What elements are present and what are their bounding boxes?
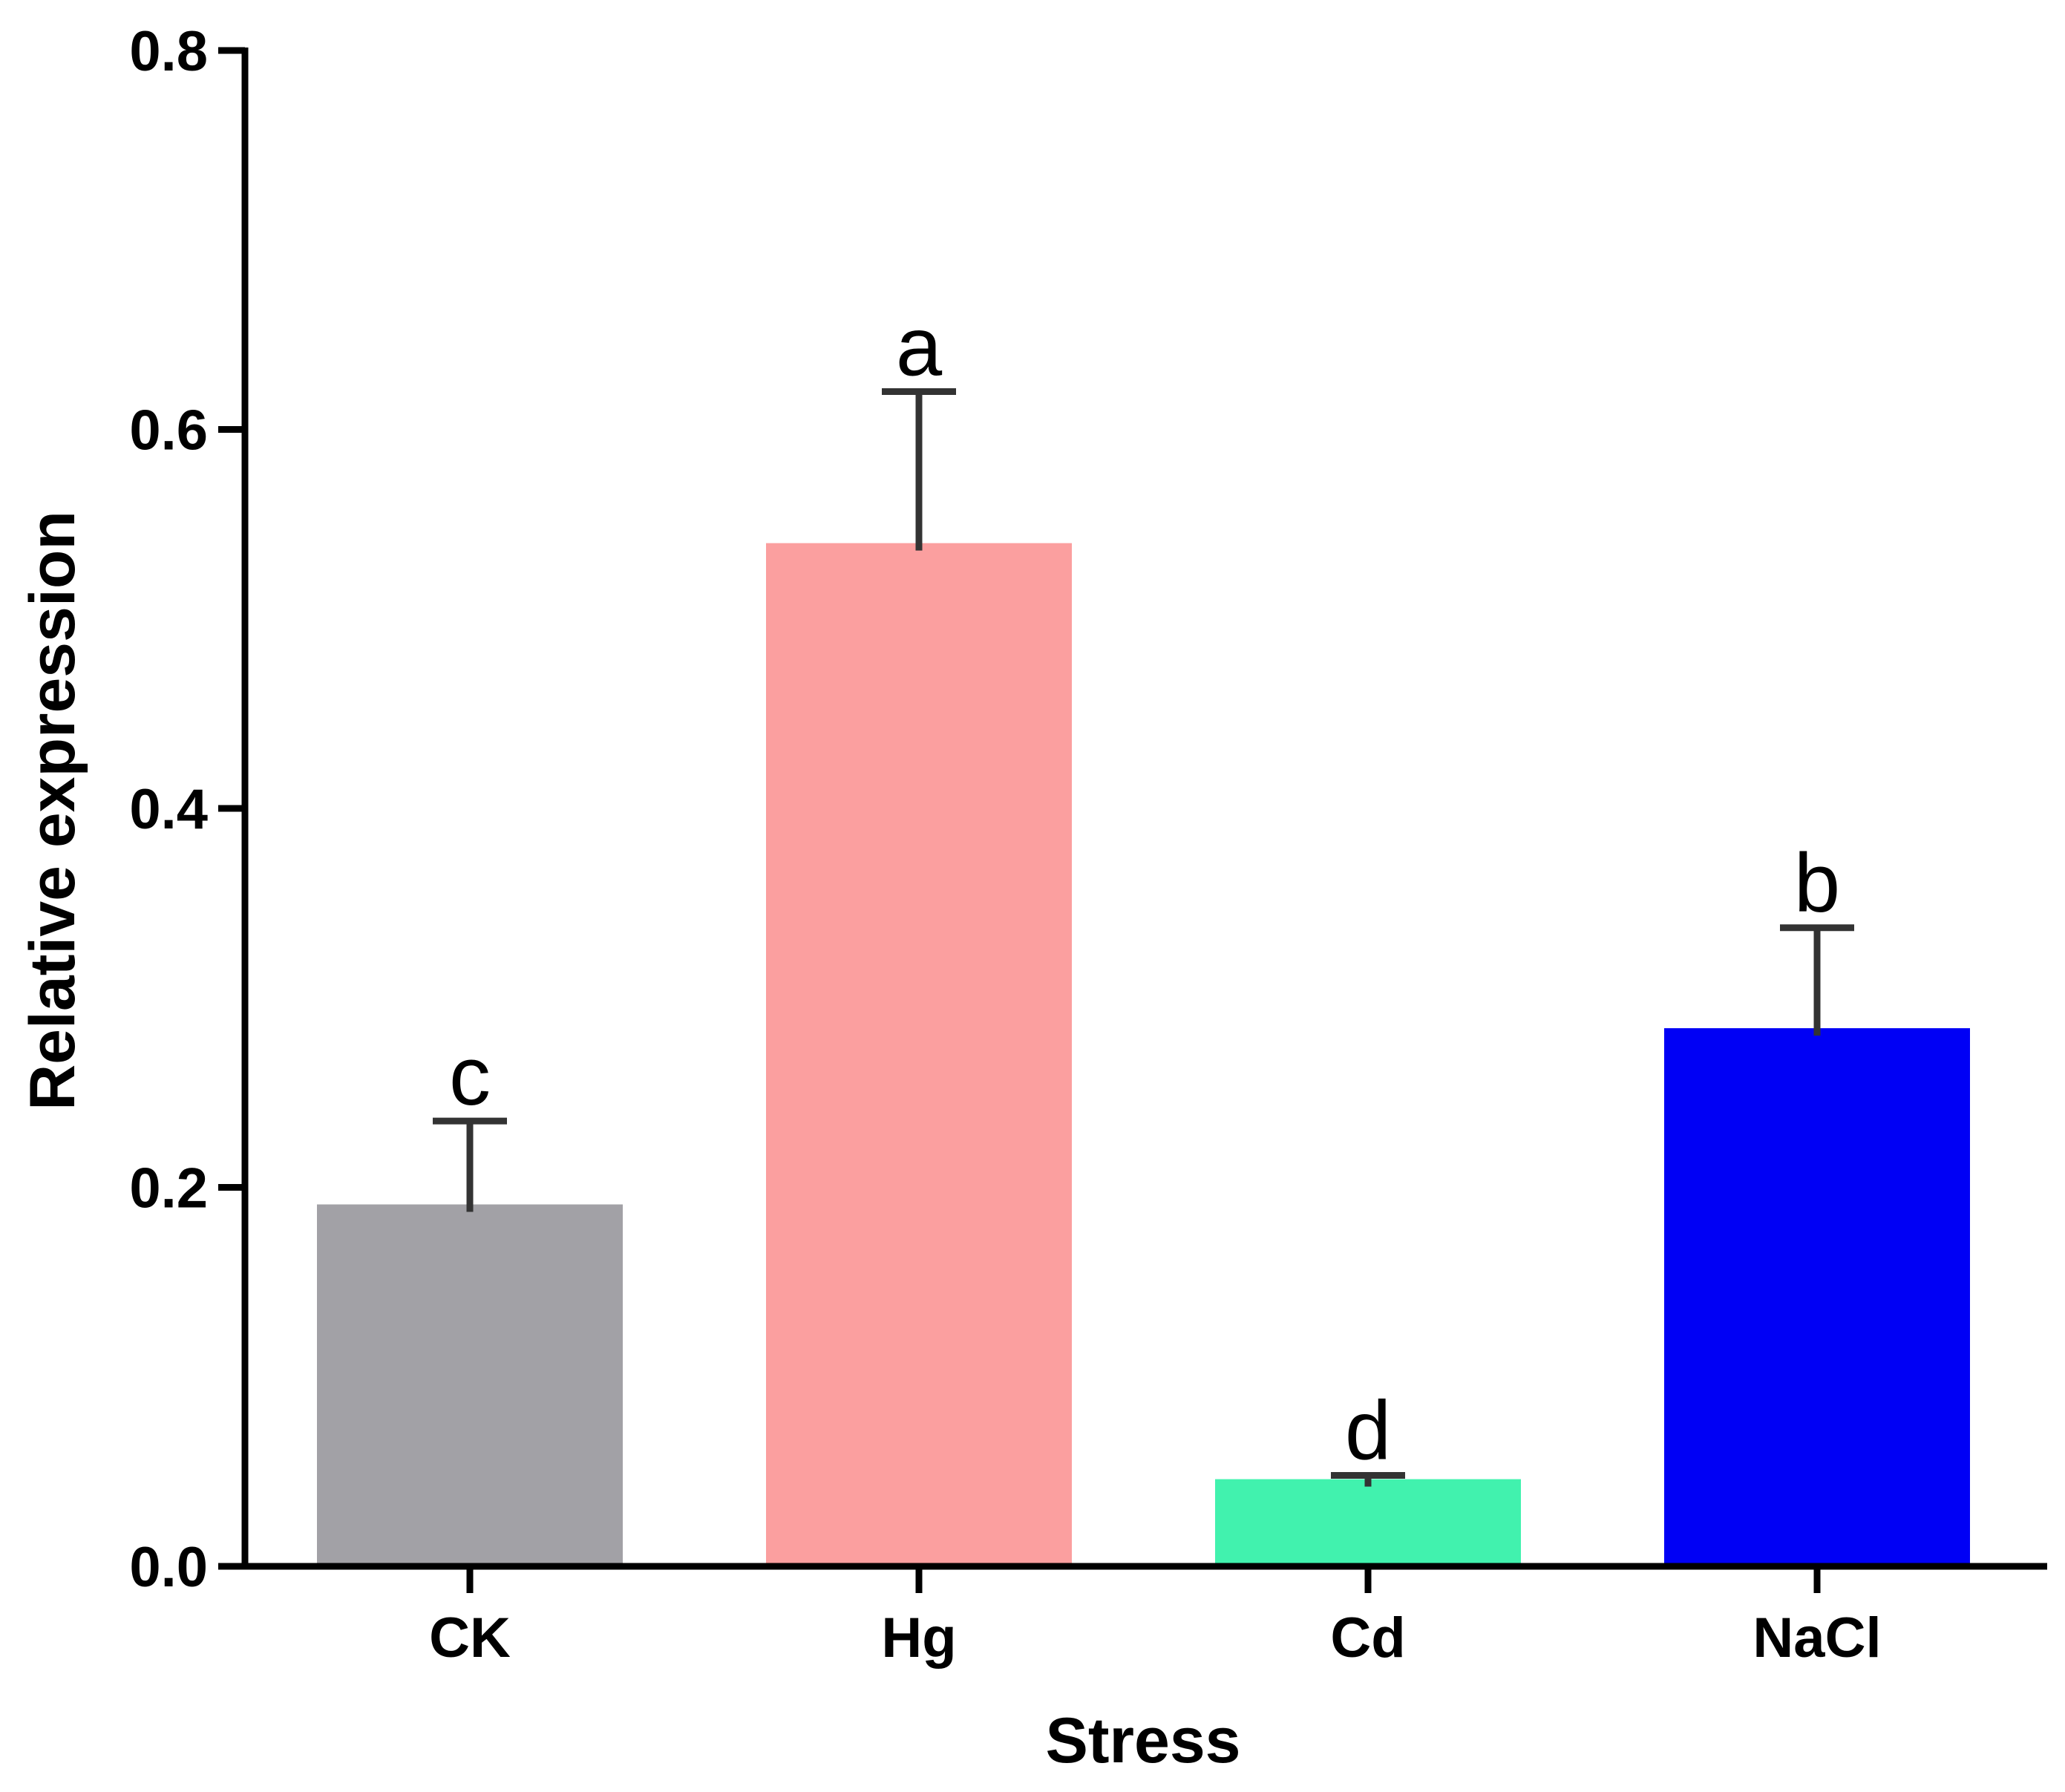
significance-label-nacl: b xyxy=(1794,837,1840,929)
x-tick-label-hg: Hg xyxy=(881,1606,956,1670)
x-tick-label-nacl: NaCl xyxy=(1753,1606,1881,1670)
y-tick-label: 0.8 xyxy=(129,20,208,83)
axes-layer: CK Hg Cd NaCl 0.0 0.2 0.4 0.6 0.8 xyxy=(129,20,2047,1670)
significance-label-ck: c xyxy=(449,1030,491,1122)
bar-hg xyxy=(766,543,1072,1566)
significance-label-cd: d xyxy=(1345,1384,1391,1477)
bar-ck xyxy=(317,1204,623,1566)
bar-nacl xyxy=(1664,1028,1970,1566)
y-tick-label: 0.0 xyxy=(129,1536,208,1599)
significance-label-hg: a xyxy=(896,300,943,393)
x-axis-title: Stress xyxy=(1046,1705,1241,1776)
y-tick-label: 0.2 xyxy=(129,1157,208,1220)
y-axis-title: Relative expression xyxy=(17,511,88,1111)
error-bars-layer xyxy=(433,387,1854,1487)
bars-layer xyxy=(317,543,1970,1566)
y-tick-label: 0.4 xyxy=(129,778,208,841)
bar-cd xyxy=(1215,1479,1521,1566)
significance-labels-layer: c a d b xyxy=(449,300,1840,1477)
x-tick-label-cd: Cd xyxy=(1330,1606,1405,1670)
y-tick-label: 0.6 xyxy=(129,399,208,462)
x-tick-label-ck: CK xyxy=(429,1606,511,1670)
